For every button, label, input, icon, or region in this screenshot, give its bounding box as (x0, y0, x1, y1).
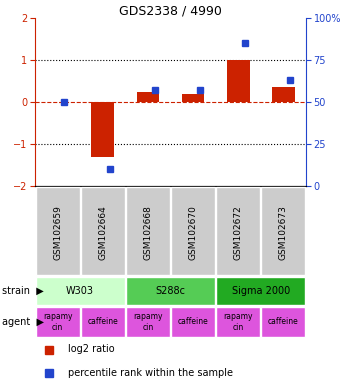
Text: caffeine: caffeine (178, 318, 208, 326)
Bar (216, 307, 260, 337)
Bar (126, 187, 170, 275)
Bar (81, 307, 125, 337)
Bar (182, 94, 204, 102)
Bar (126, 277, 215, 305)
Text: GDS2338 / 4990: GDS2338 / 4990 (119, 5, 222, 18)
Bar (171, 307, 215, 337)
Bar (35, 307, 80, 337)
Bar (35, 187, 80, 275)
Text: agent  ▶: agent ▶ (2, 317, 44, 327)
Text: rapamy
cin: rapamy cin (223, 312, 253, 332)
Text: GSM102670: GSM102670 (189, 205, 197, 260)
Text: GSM102659: GSM102659 (53, 205, 62, 260)
Text: caffeine: caffeine (268, 318, 299, 326)
Text: GSM102672: GSM102672 (234, 205, 243, 260)
Bar (261, 307, 306, 337)
Text: strain  ▶: strain ▶ (2, 286, 44, 296)
Text: GSM102668: GSM102668 (144, 205, 152, 260)
Text: rapamy
cin: rapamy cin (43, 312, 72, 332)
Bar (272, 87, 295, 102)
Text: percentile rank within the sample: percentile rank within the sample (68, 367, 233, 377)
Bar (261, 187, 306, 275)
Text: log2 ratio: log2 ratio (68, 344, 114, 354)
Text: GSM102664: GSM102664 (98, 205, 107, 260)
Text: S288c: S288c (155, 286, 186, 296)
Bar (81, 187, 125, 275)
Text: W303: W303 (66, 286, 94, 296)
Bar (91, 102, 114, 157)
Bar (216, 187, 260, 275)
Text: GSM102673: GSM102673 (279, 205, 288, 260)
Text: rapamy
cin: rapamy cin (133, 312, 163, 332)
Text: caffeine: caffeine (87, 318, 118, 326)
Bar (227, 60, 250, 102)
Bar (216, 277, 306, 305)
Bar (171, 187, 215, 275)
Bar (126, 307, 170, 337)
Bar (137, 91, 159, 102)
Bar (35, 277, 125, 305)
Text: Sigma 2000: Sigma 2000 (232, 286, 290, 296)
